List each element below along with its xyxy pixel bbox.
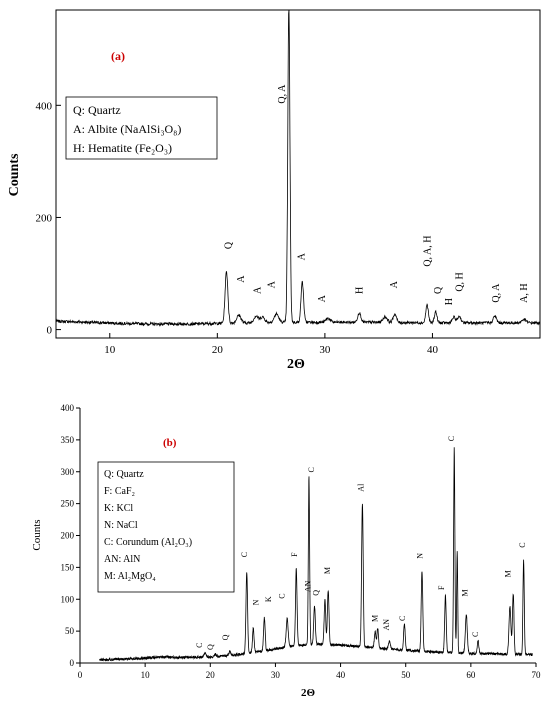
panel-a-x-ticks: 10 20 30 40 bbox=[104, 333, 438, 356]
panel-b-y-tick-label: 300 bbox=[61, 467, 75, 477]
panel-b-peak-label: AN bbox=[304, 581, 313, 593]
panel-b-peak-label: M bbox=[371, 615, 380, 622]
panel-a-x-tick-label: 40 bbox=[427, 344, 439, 356]
panel-b-peak-label: C bbox=[398, 616, 407, 621]
panel-b-y-tick-label: 100 bbox=[61, 594, 75, 604]
panel-a-peak-label: Q, A bbox=[277, 84, 288, 104]
panel-b-legend-item-quartz: Q: Quartz bbox=[104, 469, 144, 480]
panel-a-x-tick-label: 10 bbox=[104, 344, 116, 356]
panel-b: 0 10 20 30 40 50 60 70 0 50 100 150 200 250 300 350 400… bbox=[31, 403, 541, 699]
panel-b-x-tick-label: 10 bbox=[141, 670, 151, 680]
panel-b-x-axis-label: 2Θ bbox=[301, 687, 316, 699]
panel-a-peak-label: Q, H bbox=[455, 272, 466, 291]
panel-a-peak-label: A bbox=[266, 280, 277, 288]
panel-b-peak-label: C bbox=[471, 632, 480, 637]
panel-b-legend-item-corundum: C: Corundum (Al₂O₃) bbox=[104, 537, 192, 548]
panel-b-peak-label: F bbox=[437, 585, 446, 590]
panel-b-peak-label: C bbox=[240, 552, 249, 557]
panel-b-peak-label: F bbox=[290, 552, 299, 557]
panel-a-y-axis-label: Counts bbox=[7, 153, 22, 196]
panel-b-peak-label: N bbox=[251, 599, 260, 605]
panel-b-y-tick-label: 250 bbox=[61, 499, 75, 509]
panel-b-x-tick-label: 0 bbox=[78, 670, 83, 680]
panel-b-peak-label: Q bbox=[311, 590, 320, 596]
panel-a-peak-label: Q bbox=[223, 241, 234, 249]
panel-b-legend-item-aln: AN: AlN bbox=[104, 554, 140, 565]
panel-a-x-tick-label: 20 bbox=[212, 344, 224, 356]
panel-b-peak-label: Q bbox=[221, 634, 230, 640]
panel-b-legend: Q: Quartz F: CaF₂ K: KCl N: NaCl C: Coru… bbox=[97, 461, 235, 593]
panel-b-x-tick-label: 70 bbox=[532, 670, 542, 680]
panel-b-legend-item-kcl: K: KCl bbox=[104, 503, 133, 514]
panel-b-x-tick-label: 50 bbox=[401, 670, 411, 680]
panel-b-y-tick-label: 150 bbox=[61, 562, 75, 572]
panel-b-peak-label: C bbox=[195, 642, 204, 647]
panel-a-diffraction-trace bbox=[55, 9, 541, 327]
panel-b-y-tick-label: 350 bbox=[61, 435, 75, 445]
panel-b-legend-item-caf2: F: CaF₂ bbox=[104, 486, 135, 497]
panel-a-peak-label: A, H bbox=[519, 283, 530, 302]
panel-a-peak-label: A bbox=[296, 252, 307, 260]
panel-b-peak-label: C bbox=[447, 436, 456, 441]
panel-b-peak-label: M bbox=[461, 589, 470, 596]
panel-b-x-tick-label: 60 bbox=[466, 670, 476, 680]
panel-b-peak-label: Al bbox=[356, 483, 365, 492]
panel-b-y-ticks: 0 50 100 150 200 250 300 350 400 bbox=[61, 403, 80, 668]
panel-b-y-tick-label: 200 bbox=[61, 531, 75, 541]
panel-b-diffraction-trace bbox=[99, 447, 533, 662]
panel-b-x-tick-label: 20 bbox=[206, 670, 216, 680]
panel-a-peak-label: A bbox=[317, 294, 328, 302]
panel-a-y-ticks: 0 200 400 bbox=[36, 100, 61, 337]
panel-a-peak-label: A bbox=[389, 280, 400, 288]
panel-a-peak-label: H bbox=[444, 298, 455, 305]
panel-b-label: (b) bbox=[163, 437, 177, 449]
panel-b-x-ticks: 0 10 20 30 40 50 60 70 bbox=[78, 663, 541, 680]
panel-a-legend-box bbox=[65, 96, 218, 160]
panel-b-peak-label: AN bbox=[382, 619, 391, 631]
panel-a-peak-label: H bbox=[355, 287, 366, 294]
panel-b-legend-item-al2mgo4: M: Al₂MgO₄ bbox=[104, 571, 156, 582]
panel-a-y-tick-label: 400 bbox=[36, 100, 53, 112]
panel-b-legend-box bbox=[97, 461, 235, 593]
panel-b-peak-label: C bbox=[518, 542, 527, 547]
panel-b-peak-label: M bbox=[323, 567, 332, 574]
panel-a-y-tick-label: 200 bbox=[36, 212, 53, 224]
panel-b-peak-label: Q bbox=[206, 644, 215, 650]
panel-b-legend-item-nacl: N: NaCl bbox=[104, 520, 138, 531]
panel-a-x-axis-label: 2Θ bbox=[287, 357, 305, 372]
panel-b-peak-label: M bbox=[504, 570, 513, 577]
panel-b-peak-label: N bbox=[416, 553, 425, 559]
panel-b-x-tick-label: 40 bbox=[336, 670, 346, 680]
panel-a-legend-item-quartz: Q: Quartz bbox=[73, 103, 121, 117]
panel-a-legend: Q: Quartz A: Albite (NaAlSi₃O₈) H: Hemat… bbox=[65, 96, 218, 160]
panel-b-y-axis-label: Counts bbox=[31, 519, 43, 550]
panel-a-y-tick-label: 0 bbox=[47, 325, 53, 337]
panel-a-legend-item-hematite: H: Hematite (Fe₂O₃) bbox=[73, 141, 172, 155]
panel-a-peak-label: Q, A, H bbox=[422, 236, 433, 267]
panel-b-y-tick-label: 400 bbox=[61, 403, 75, 413]
panel-a-label: (a) bbox=[111, 49, 125, 63]
panel-a-x-tick-label: 30 bbox=[319, 344, 331, 356]
panel-a-peak-label: Q bbox=[433, 286, 444, 294]
panel-b-peak-label: K bbox=[264, 596, 273, 602]
panel-a-peak-label: Q, A bbox=[491, 283, 502, 303]
panel-b-x-tick-label: 30 bbox=[271, 670, 281, 680]
panel-b-y-tick-label: 0 bbox=[70, 658, 75, 668]
panel-b-peak-label: C bbox=[278, 593, 287, 598]
panel-b-y-tick-label: 50 bbox=[65, 626, 75, 636]
panel-a-peak-label: A bbox=[252, 286, 263, 294]
panel-a-plot-frame bbox=[55, 9, 541, 339]
panel-a-legend-item-albite: A: Albite (NaAlSi₃O₈) bbox=[73, 122, 181, 136]
panel-b-peak-label: C bbox=[307, 467, 316, 472]
panel-a-peak-label: A bbox=[236, 275, 247, 283]
